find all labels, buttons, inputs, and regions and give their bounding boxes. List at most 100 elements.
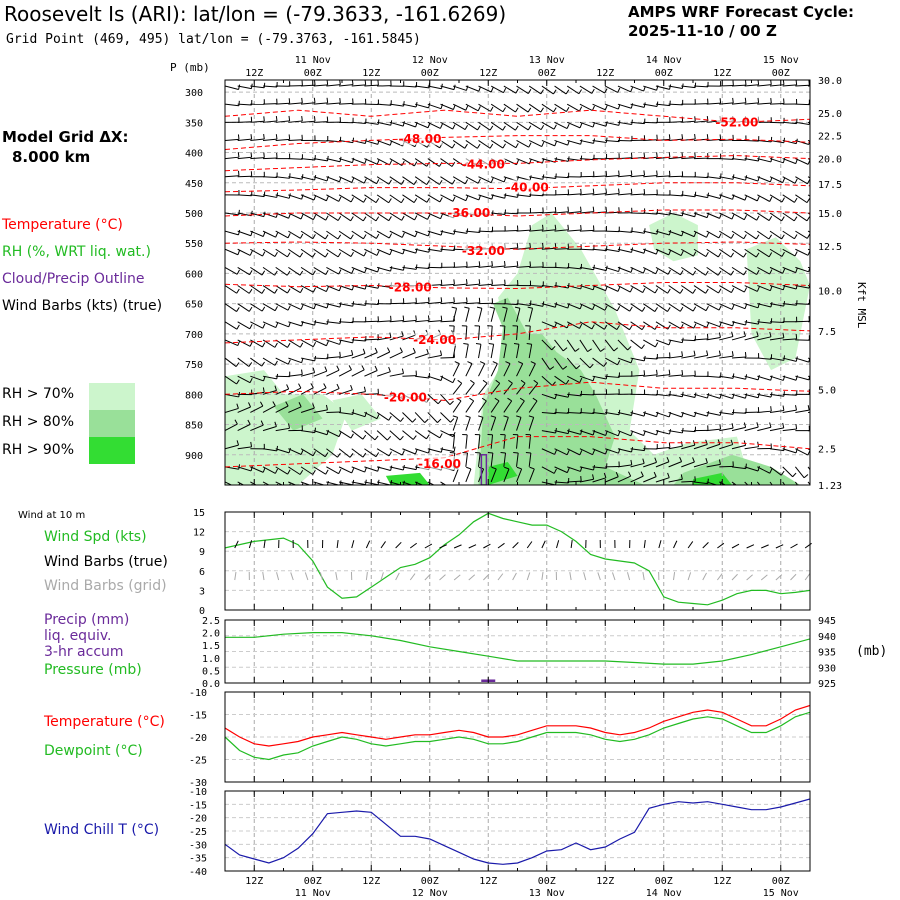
pressure-tick-label: 850 [185, 421, 203, 432]
wind-barb [262, 248, 276, 257]
wind-barb-flag [477, 178, 481, 184]
wind-barb [326, 158, 341, 163]
wind-barb-flag [236, 403, 239, 409]
wind-barb [617, 475, 631, 483]
wind-barb-flag [575, 365, 581, 370]
wind-barb-flag [732, 409, 735, 415]
wind-barb [605, 357, 618, 366]
wind-barb [237, 375, 251, 384]
wind-barb-flag [363, 386, 366, 392]
wind-barb-flag [668, 134, 671, 140]
wind-barb-flag [744, 195, 748, 201]
wind-barb [516, 308, 521, 322]
wind-barb [757, 176, 771, 183]
top-time-tick: 00Z [538, 68, 556, 79]
wind-barb [668, 339, 683, 344]
wind-barb-flag [301, 115, 303, 122]
wind-barb [250, 285, 263, 294]
wind-barb [262, 426, 277, 432]
wind-barb-flag [730, 287, 735, 293]
wind-barb [262, 321, 276, 329]
wind-barb-flag [503, 415, 509, 418]
wind-barb-flag [567, 224, 569, 230]
surface-wind-barb [512, 542, 519, 549]
wind-barb [731, 285, 745, 293]
wind-barb [313, 176, 328, 182]
wind-barb [566, 321, 580, 329]
wind-barb-flag [718, 233, 722, 239]
wind-barb [567, 266, 582, 270]
wind-barb [795, 84, 810, 87]
wind-barb [288, 406, 302, 413]
wind-barb [237, 103, 252, 106]
wind-barb [237, 266, 250, 276]
wind-barb-flag [413, 180, 418, 185]
wind-barb-flag [629, 287, 633, 293]
wind-barb-flag [554, 322, 558, 328]
wind-barb-flag [324, 452, 329, 457]
wind-barb [250, 248, 263, 257]
wind-barb-flag [643, 86, 646, 92]
wind-barb [706, 230, 720, 239]
wind-barb [554, 211, 569, 214]
wind-barb [300, 466, 314, 475]
wind-barb [681, 285, 694, 294]
wind-barb [364, 352, 378, 359]
wind-barb [795, 212, 808, 222]
wind-barb-flag [263, 211, 266, 217]
wind-barb [491, 194, 505, 199]
temperature-contour-label: -48.00 [399, 132, 442, 146]
wind-barb [402, 103, 417, 108]
wind-barb-flag [705, 288, 709, 294]
wind-barb [250, 424, 264, 432]
wind-barb-flag [439, 350, 443, 356]
wind-barb [376, 176, 390, 185]
wind-barb [579, 375, 594, 382]
wind-barb-flag [803, 490, 807, 493]
wind-barb-flag [250, 441, 253, 447]
wind-barb [655, 374, 670, 377]
wind-barb-flag [693, 350, 696, 356]
wind-barb [668, 430, 683, 434]
wind-barb [668, 248, 682, 257]
wind-barb [225, 303, 237, 312]
wind-barb [541, 430, 556, 434]
wind-barb [567, 466, 581, 472]
wind-barb-flag [272, 401, 276, 407]
wind-barb [326, 339, 340, 345]
wind-barb-flag [769, 422, 772, 428]
wind-barb [440, 176, 453, 185]
wind-barb-flag [288, 447, 291, 453]
wind-barb-flag [743, 422, 747, 428]
wind-barb [376, 248, 391, 256]
wind-barb [237, 339, 251, 347]
wind-barb [503, 121, 516, 131]
wind-barb [376, 430, 388, 441]
wind-barb [351, 84, 366, 87]
precip-ytick-label: 2.5 [202, 616, 220, 627]
wind-barb [744, 139, 759, 142]
wind-barb [541, 411, 556, 415]
wind-barb [351, 176, 365, 184]
surface-wind-barb-grid [290, 572, 294, 581]
wind-barb-flag [592, 206, 595, 212]
wind-barb [414, 121, 429, 129]
wind-barb [414, 412, 426, 423]
wind-barb [414, 194, 428, 203]
wind-barb-flag [643, 228, 646, 234]
legend-rh90-label: RH > 90% [2, 442, 75, 458]
wind-barb [605, 285, 619, 292]
wind-barb-flag [260, 420, 264, 426]
legend-rh90-swatch [89, 437, 135, 464]
surface-wind-barb [468, 544, 477, 549]
wind-barb-flag [654, 457, 657, 463]
wind-barb [554, 303, 568, 309]
wind-barb-flag [259, 401, 264, 407]
wind-barb [630, 230, 645, 234]
wind-barb [744, 426, 759, 432]
wind-barb [782, 448, 797, 454]
wind-barb [300, 176, 315, 181]
wind-barb-flag [437, 399, 442, 405]
wind-barb [465, 176, 479, 184]
pressure-units: (mb) [856, 644, 888, 659]
